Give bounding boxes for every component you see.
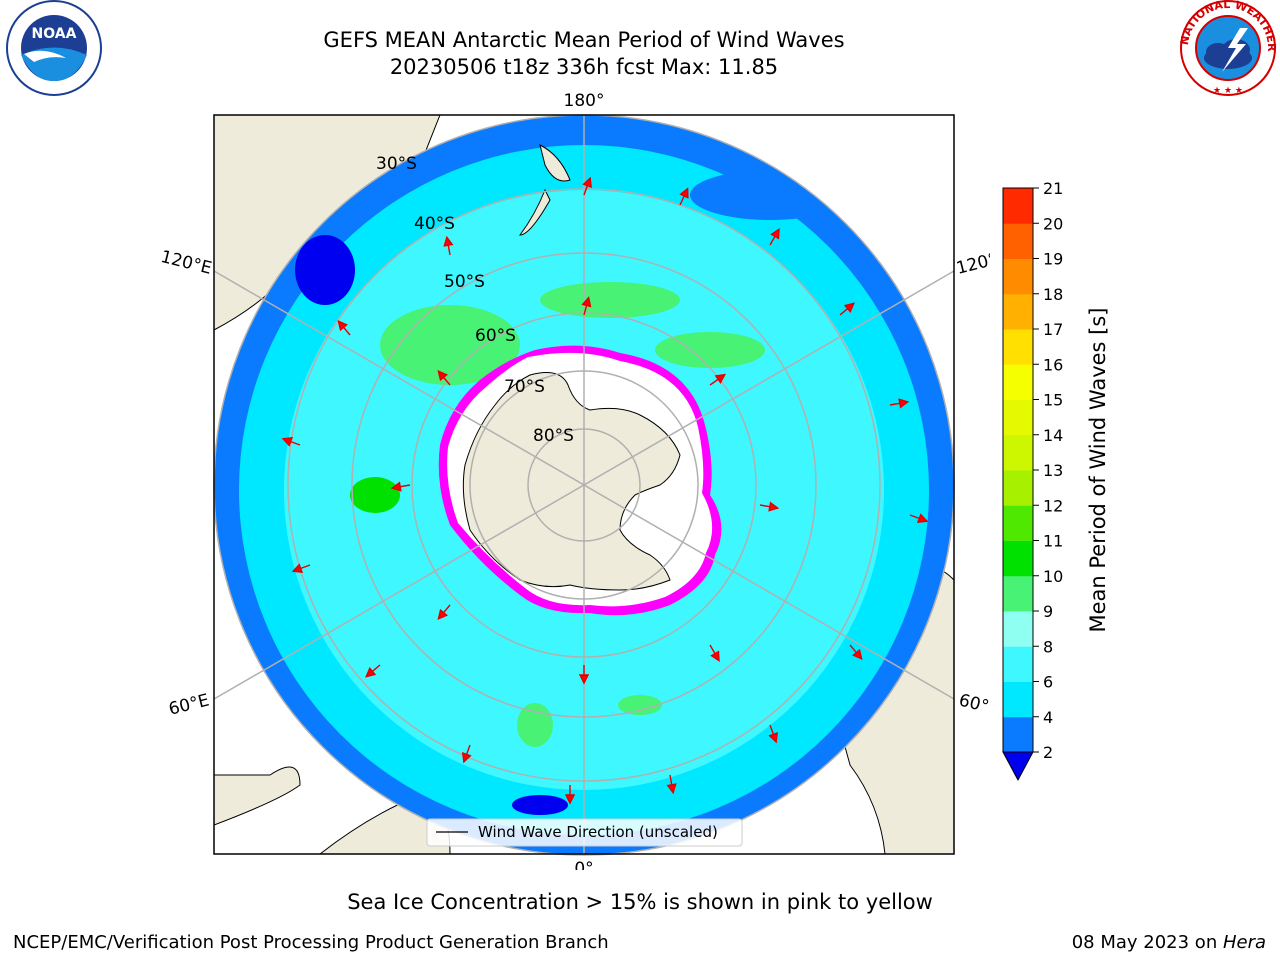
colorbar-label: Mean Period of Wind Waves [s] [1086,308,1110,633]
madagascar-land [214,766,301,826]
noaa-logo-text: NOAA [32,26,77,42]
colorbar-tick-label: 6 [1043,673,1053,692]
ocean-patch-9-10 [517,703,553,747]
colorbar-tick-label: 19 [1043,250,1063,269]
colorbar-tick-label: 12 [1043,496,1063,515]
antarctica-land [462,372,681,591]
colorbar-cell [1003,223,1033,259]
ocean-patch-10-11 [350,477,400,513]
lat-label-40s: 40°S [414,214,455,234]
polar-map: 30°S 40°S 50°S 60°S 70°S 80°S 180° 0° 12… [159,91,990,870]
noaa-logo: NOAA [6,0,102,96]
legend-label: Wind Wave Direction (unscaled) [478,823,718,841]
sea-ice-note: Sea Ice Concentration > 15% is shown in … [347,890,933,914]
colorbar-tick-label: 8 [1043,637,1053,656]
lon-label-120e: 120°E [159,247,214,279]
ocean-patch-9-10 [540,282,680,318]
map-legend: Wind Wave Direction (unscaled) [426,818,743,847]
lat-label-30s: 30°S [376,154,417,174]
colorbar-cell [1003,716,1033,753]
colorbar-tick-label: 17 [1043,320,1063,339]
chart-subtitle: 20230506 t18z 336h fcst Max: 11.85 [389,55,779,79]
colorbar-tick-label: 16 [1043,355,1063,374]
new-zealand-north [539,144,571,182]
colorbar: 2 4 6 8 9 10 11 12 13 14 15 16 17 18 19 20 21 Mean Perio… [1002,180,1110,782]
colorbar-tick-label: 14 [1043,426,1063,445]
ocean-under-2 [512,795,568,815]
colorbar-tick-label: 4 [1043,708,1053,727]
footer-date: 08 May 2023 on Hera [1072,932,1266,953]
colorbar-cell [1003,575,1033,612]
lon-label-0: 0° [574,859,593,870]
chart-title: GEFS MEAN Antarctic Mean Period of Wind … [323,28,845,52]
lat-label-50s: 50°S [444,272,485,292]
colorbar-cell [1003,258,1033,295]
colorbar-cell [1003,505,1033,541]
colorbar-tick-label: 2 [1043,743,1053,762]
lon-label-60e: 60°E [167,690,211,719]
lat-label-70s: 70°S [504,377,545,397]
colorbar-tick-label: 11 [1043,532,1063,551]
lat-label-80s: 80°S [533,426,574,446]
colorbar-ticks: 2 4 6 8 9 10 11 12 13 14 15 16 17 18 19 20 21 [1033,180,1063,762]
colorbar-cell [1003,681,1033,718]
nws-logo: NATIONAL WEATHER SERVICE ★ ★ ★ [1178,0,1278,96]
colorbar-cell [1003,540,1033,577]
ocean-patch-9-10 [618,695,662,715]
ocean-patch-9-10 [655,332,765,368]
colorbar-tick-label: 13 [1043,461,1063,480]
new-zealand-south [518,188,551,236]
colorbar-cell [1003,293,1033,330]
colorbar-cell [1003,611,1033,647]
lon-label-180: 180° [564,91,605,111]
colorbar-cell [1003,364,1033,400]
colorbar-tick-label: 15 [1043,391,1063,410]
colorbar-cell [1003,470,1033,506]
colorbar-cell [1003,646,1033,682]
colorbar-under-arrow [1002,751,1034,782]
colorbar-tick-label: 10 [1043,567,1063,586]
footer-org: NCEP/EMC/Verification Post Processing Pr… [13,932,609,953]
lat-label-60s: 60°S [475,326,516,346]
colorbar-tick-label: 20 [1043,214,1063,233]
svg-text:★ ★ ★: ★ ★ ★ [1213,86,1243,96]
colorbar-cell [1003,434,1033,471]
colorbar-cells [1003,188,1033,753]
colorbar-cell [1003,399,1033,436]
footer-date-text: 08 May 2023 on [1071,932,1223,953]
footer-host: Hera [1222,932,1266,953]
ocean-under-2 [295,235,355,305]
colorbar-tick-label: 9 [1043,602,1053,621]
wind-wave-arrows [281,176,929,805]
colorbar-tick-label: 21 [1043,180,1063,198]
colorbar-cell [1003,188,1033,224]
lon-label-120w: 120°W [954,245,990,278]
colorbar-cell [1003,329,1033,365]
lon-label-60w: 60°W [957,690,990,721]
colorbar-tick-label: 18 [1043,285,1063,304]
